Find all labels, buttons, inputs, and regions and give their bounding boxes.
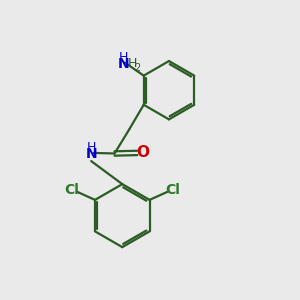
Text: 2: 2: [134, 63, 140, 73]
Text: Cl: Cl: [64, 183, 79, 197]
Text: H: H: [128, 58, 137, 70]
Text: O: O: [136, 146, 149, 160]
Text: N: N: [118, 57, 129, 71]
Text: H: H: [86, 141, 96, 154]
Text: Cl: Cl: [166, 183, 180, 197]
Text: N: N: [85, 147, 97, 161]
Text: H: H: [118, 51, 128, 64]
